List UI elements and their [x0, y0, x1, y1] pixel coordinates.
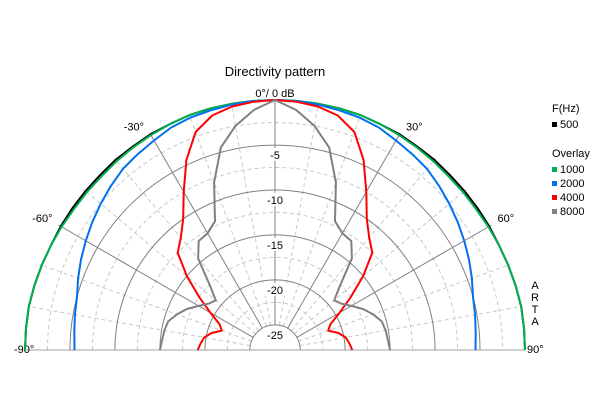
series-curves	[24, 99, 526, 351]
grid-radial-major	[58, 224, 254, 338]
grid-radial-minor	[290, 158, 437, 332]
angle-label: -60°	[32, 213, 52, 225]
angle-label: 30°	[406, 121, 423, 133]
legend-swatch	[552, 181, 557, 186]
legend-swatch	[552, 209, 557, 214]
grid-radial-minor	[189, 114, 267, 327]
legend-label: 1000	[560, 164, 584, 176]
grid-radial-minor	[28, 306, 251, 347]
angle-label: -90°	[14, 344, 34, 356]
legend: F(Hz) 500 Overlay 1000 2000 4000 8000	[552, 103, 590, 218]
radial-label-bg	[263, 282, 287, 296]
polar-grid	[25, 100, 525, 351]
legend-swatch	[552, 167, 557, 172]
chart-title: Directivity pattern	[225, 64, 325, 79]
legend-overlay-heading: Overlay	[552, 148, 590, 160]
radial-label: -15	[267, 240, 283, 252]
legend-label: 8000	[560, 206, 584, 218]
grid-radial-major	[149, 133, 263, 329]
series-curve-8000	[158, 99, 392, 351]
legend-label: 500	[560, 119, 578, 131]
grid-ring-minor	[91, 167, 459, 351]
radial-labels: -5 -10 -15 -20 -25	[263, 147, 287, 342]
top-label: 0°/ 0 dB	[255, 88, 294, 100]
grid-ring-minor	[136, 211, 414, 351]
watermark-letter: A	[531, 280, 539, 292]
grid-ring-major	[249, 324, 301, 351]
legend-label: 4000	[560, 192, 584, 204]
radial-label-bg	[263, 327, 287, 341]
grid-radial-minor	[293, 188, 467, 335]
grid-radial-major	[287, 133, 401, 329]
angle-label: 90°	[527, 344, 544, 356]
legend-swatch	[552, 122, 557, 127]
watermark-letter: T	[532, 304, 539, 316]
grid-radial-minor	[283, 114, 361, 327]
grid-radial-minor	[298, 264, 511, 342]
radial-label-bg	[263, 237, 287, 251]
grid-radial-minor	[299, 306, 522, 347]
radial-label: -25	[267, 330, 283, 342]
grid-ring-minor	[226, 301, 324, 351]
grid-radial-minor	[39, 264, 252, 342]
angle-label: 60°	[498, 213, 515, 225]
watermark-letter: A	[531, 316, 539, 328]
legend-label: 2000	[560, 178, 584, 190]
radial-label: -5	[270, 150, 280, 162]
radial-label-bg	[263, 147, 287, 161]
grid-radial-minor	[83, 188, 257, 335]
radial-label: -10	[267, 195, 283, 207]
angle-labels: -90° -60° -30° 30° 60° 90°	[14, 121, 544, 356]
grid-radial-minor	[113, 158, 260, 332]
watermark-letter: R	[531, 292, 539, 304]
radial-label: -20	[267, 285, 283, 297]
legend-heading: F(Hz)	[552, 103, 580, 115]
legend-swatch	[552, 195, 557, 200]
grid-radial-major	[296, 224, 492, 338]
angle-label: -30°	[124, 121, 144, 133]
radial-label-bg	[263, 192, 287, 206]
